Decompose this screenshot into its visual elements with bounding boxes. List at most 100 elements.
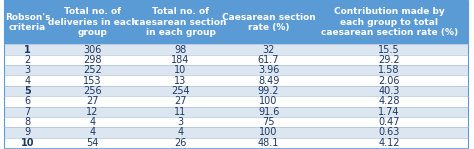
Text: 100: 100 xyxy=(259,128,278,138)
Bar xyxy=(51,65,134,76)
Bar xyxy=(134,0,227,44)
Text: 8: 8 xyxy=(25,117,31,127)
Bar xyxy=(134,65,227,76)
Bar xyxy=(4,55,51,65)
Text: 2: 2 xyxy=(25,55,31,65)
Text: 5: 5 xyxy=(24,86,31,96)
Bar xyxy=(134,127,227,138)
Text: 7: 7 xyxy=(25,107,31,117)
Text: 0.63: 0.63 xyxy=(378,128,400,138)
Text: 4: 4 xyxy=(25,76,31,86)
Text: 298: 298 xyxy=(83,55,102,65)
Text: 254: 254 xyxy=(171,86,190,96)
Bar xyxy=(227,117,310,127)
Bar xyxy=(227,107,310,117)
Text: 2.06: 2.06 xyxy=(378,76,400,86)
Bar xyxy=(310,107,468,117)
Bar xyxy=(310,127,468,138)
Bar xyxy=(134,117,227,127)
Text: 9: 9 xyxy=(25,128,31,138)
Text: 10: 10 xyxy=(174,65,187,75)
Bar xyxy=(310,96,468,107)
Text: 26: 26 xyxy=(174,138,187,148)
Text: 252: 252 xyxy=(83,65,102,75)
Bar xyxy=(227,76,310,86)
Text: 8.49: 8.49 xyxy=(258,76,279,86)
Text: 98: 98 xyxy=(174,45,187,55)
Text: Robson's
criteria: Robson's criteria xyxy=(5,13,50,32)
Text: 306: 306 xyxy=(83,45,101,55)
Bar xyxy=(134,86,227,96)
Bar xyxy=(4,138,51,148)
Bar xyxy=(227,127,310,138)
Bar xyxy=(227,96,310,107)
Bar xyxy=(4,44,51,55)
Bar xyxy=(310,117,468,127)
Text: 91.6: 91.6 xyxy=(258,107,279,117)
Bar xyxy=(310,138,468,148)
Text: 1.74: 1.74 xyxy=(378,107,400,117)
Text: 4.12: 4.12 xyxy=(378,138,400,148)
Text: 184: 184 xyxy=(171,55,190,65)
Bar xyxy=(51,107,134,117)
Bar xyxy=(51,44,134,55)
Text: 0.47: 0.47 xyxy=(378,117,400,127)
Text: 11: 11 xyxy=(174,107,187,117)
Bar xyxy=(134,138,227,148)
Text: Caesarean section
rate (%): Caesarean section rate (%) xyxy=(222,13,316,32)
Bar xyxy=(310,44,468,55)
Bar xyxy=(51,117,134,127)
Text: 61.7: 61.7 xyxy=(258,55,279,65)
Bar xyxy=(4,127,51,138)
Bar xyxy=(227,44,310,55)
Bar xyxy=(51,0,134,44)
Text: 6: 6 xyxy=(25,96,31,106)
Bar xyxy=(4,107,51,117)
Bar xyxy=(51,96,134,107)
Bar xyxy=(227,0,310,44)
Text: 40.3: 40.3 xyxy=(378,86,400,96)
Bar xyxy=(4,65,51,76)
Text: Contribution made by
each group to total
caesarean section rate (%): Contribution made by each group to total… xyxy=(320,7,458,37)
Text: 4: 4 xyxy=(177,128,183,138)
Text: 1.58: 1.58 xyxy=(378,65,400,75)
Text: 153: 153 xyxy=(83,76,102,86)
Bar xyxy=(4,76,51,86)
Text: 27: 27 xyxy=(174,96,187,106)
Bar xyxy=(134,44,227,55)
Text: 32: 32 xyxy=(263,45,275,55)
Text: 1: 1 xyxy=(24,45,31,55)
Text: 54: 54 xyxy=(86,138,99,148)
Bar xyxy=(227,55,310,65)
Text: Total no. of
deliveries in each
group: Total no. of deliveries in each group xyxy=(47,7,137,37)
Text: 10: 10 xyxy=(21,138,34,148)
Bar xyxy=(134,55,227,65)
Text: 75: 75 xyxy=(262,117,275,127)
Bar xyxy=(310,65,468,76)
Text: Total no. of
caesarean section
in each group: Total no. of caesarean section in each g… xyxy=(134,7,227,37)
Text: 27: 27 xyxy=(86,96,99,106)
Bar xyxy=(4,117,51,127)
Bar xyxy=(134,107,227,117)
Bar xyxy=(51,86,134,96)
Bar xyxy=(134,76,227,86)
Text: 29.2: 29.2 xyxy=(378,55,400,65)
Text: 3.96: 3.96 xyxy=(258,65,279,75)
Bar xyxy=(4,86,51,96)
Text: 48.1: 48.1 xyxy=(258,138,279,148)
Text: 100: 100 xyxy=(259,96,278,106)
Text: 3: 3 xyxy=(25,65,31,75)
Bar xyxy=(227,86,310,96)
Bar xyxy=(310,55,468,65)
Bar xyxy=(310,76,468,86)
Bar xyxy=(227,65,310,76)
Text: 3: 3 xyxy=(177,117,183,127)
Bar xyxy=(51,138,134,148)
Bar xyxy=(134,96,227,107)
Text: 15.5: 15.5 xyxy=(378,45,400,55)
Bar xyxy=(51,55,134,65)
Bar xyxy=(227,138,310,148)
Bar xyxy=(51,76,134,86)
Text: 13: 13 xyxy=(174,76,187,86)
Text: 4.28: 4.28 xyxy=(378,96,400,106)
